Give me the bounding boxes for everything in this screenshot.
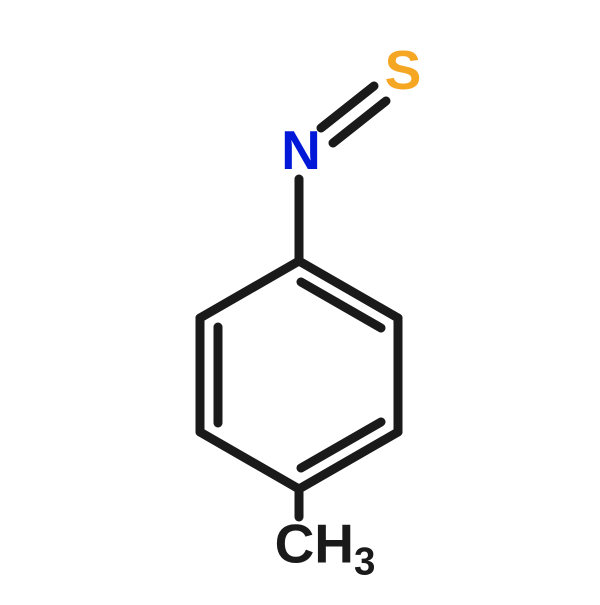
molecule-diagram: S N CH3 <box>0 0 600 600</box>
bond-layer <box>0 0 600 600</box>
bond-ring-top-left <box>200 261 299 318</box>
methyl-group-label: CH3 <box>275 512 376 585</box>
nitrogen-atom-label: N <box>281 118 321 182</box>
bond-ring-bottom-left <box>200 432 299 489</box>
sulfur-atom-label: S <box>385 38 422 102</box>
